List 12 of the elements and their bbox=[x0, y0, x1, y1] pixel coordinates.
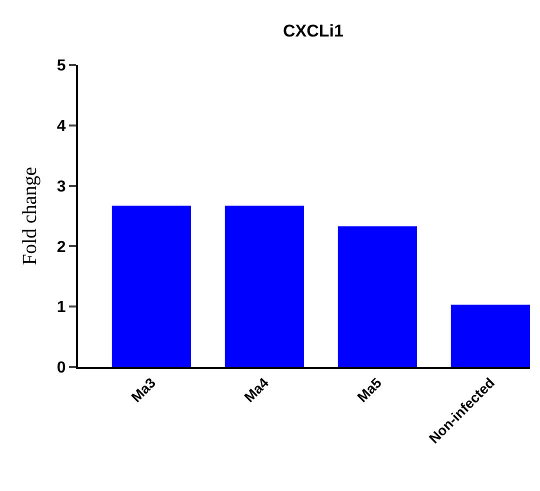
y-tick-label: 0 bbox=[56, 360, 66, 377]
chart-title: CXCLi1 bbox=[282, 21, 344, 40]
bar bbox=[338, 226, 417, 367]
bar bbox=[224, 206, 304, 367]
y-tick-label: 5 bbox=[56, 58, 66, 75]
y-tick-label: 1 bbox=[56, 299, 66, 316]
bar bbox=[450, 304, 530, 367]
y-tick-label: 2 bbox=[56, 238, 66, 256]
bar bbox=[112, 206, 191, 367]
y-axis-title: Fold change bbox=[18, 166, 41, 266]
y-tick-label: 4 bbox=[56, 118, 66, 135]
y-tick-label: 3 bbox=[56, 178, 66, 196]
